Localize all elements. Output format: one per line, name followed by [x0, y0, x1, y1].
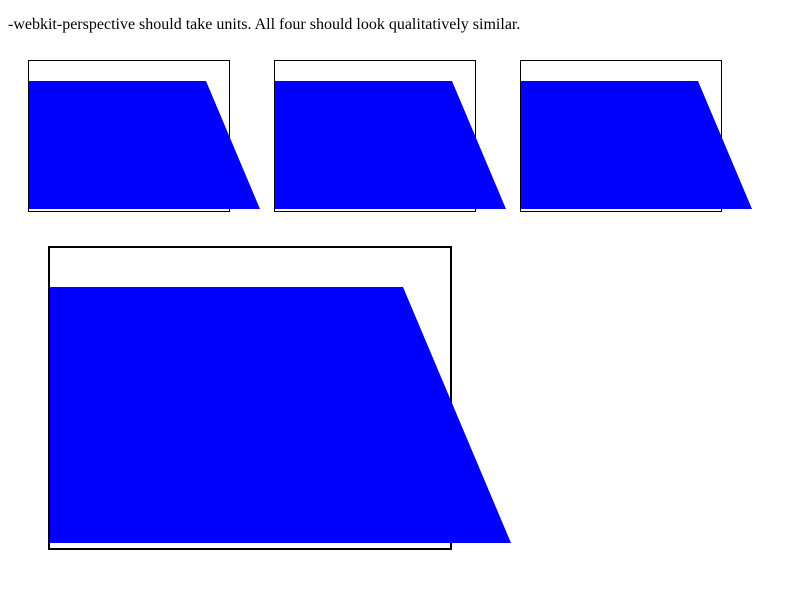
transformed-plane-1 [29, 81, 260, 209]
perspective-box-2 [274, 60, 506, 212]
perspective-box-4 [48, 246, 511, 550]
transformed-plane-3 [521, 81, 752, 209]
perspective-box-3 [520, 60, 752, 212]
transformed-plane-4 [50, 287, 511, 543]
transformed-plane-2 [275, 81, 506, 209]
test-description: -webkit-perspective should take units. A… [8, 16, 521, 33]
perspective-box-1 [28, 60, 260, 212]
